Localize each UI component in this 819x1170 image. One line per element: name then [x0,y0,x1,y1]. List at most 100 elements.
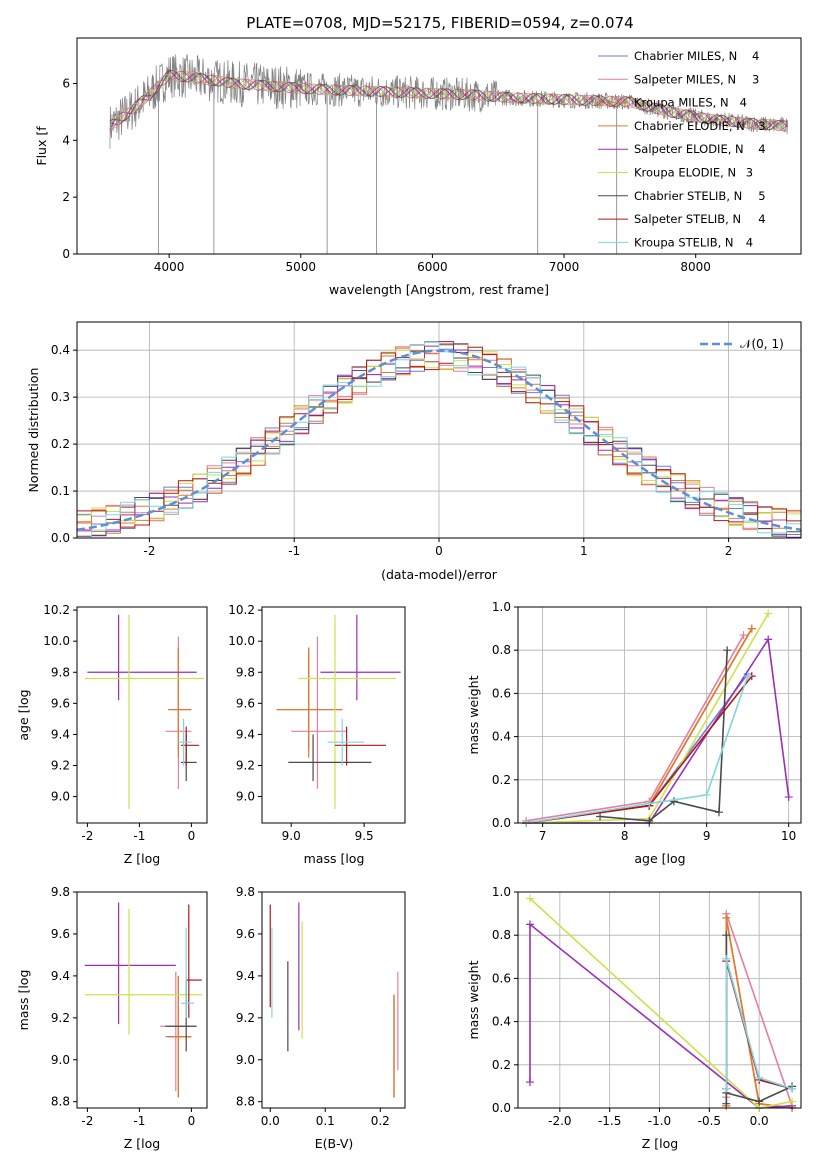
weight-vs-z-plot-xtick-label: -1.5 [598,1114,621,1128]
legend-label-salpeter-stelib: Salpeter STELIB, N [634,212,741,226]
spectrum-plot-xtick-label: 8000 [680,260,711,274]
age-vs-z-plot-frame [76,606,208,824]
weight-vs-z-plot-ytick-label: 1.0 [492,885,511,899]
age-vs-z-plot-xtick-label: -2 [81,829,93,843]
age-vs-mass-plot-ytick-label: 9.4 [236,727,255,741]
mass-vs-z-plot-ytick-label: 9.8 [51,885,70,899]
age-vs-mass-plot-ytick-label: 10.2 [228,603,255,617]
weight-point-chabrier-stelib [722,931,731,940]
mass-vs-z-plot-xtick-label: -1 [133,1114,145,1128]
model-spectrum-salpeter-miles [109,70,788,130]
gaussian-legend-label: 𝒩(0, 1) [740,337,784,351]
weight-vs-z-plot-ytick-label: 0.8 [492,928,511,942]
model-spectrum-salpeter-stelib [109,70,788,130]
age-vs-mass-plot-ytick-label: 9.0 [236,790,255,804]
weight-point-kroupa-stelib [645,799,654,808]
age-vs-z-xlabel: Z [log [124,851,160,866]
hist-step-kroupa-stelib [77,341,801,538]
weight-point-salpeter-elodie [525,920,534,929]
age-vs-z-plot-background [77,607,207,823]
weight-point-chabrier-stelib [723,646,732,655]
weight-vs-age-plot-xtick-label: 9 [703,829,711,843]
weight-point-kroupa-stelib [788,1084,797,1093]
weight-vs-age-plot-ytick-label: 0.8 [492,643,511,657]
age-vs-z-plot-ytick-label: 9.6 [51,696,70,710]
weight-vs-age-plot-xtick-label: 8 [621,829,629,843]
mass-vs-z-plot-xtick-label: 0 [188,1114,196,1128]
age-vs-mass-xlabel: mass [log [304,851,365,866]
weight-point-kroupa-stelib [702,790,711,799]
spectrum-lines [109,54,788,254]
age-vs-z-plot-ytick-label: 9.4 [51,727,70,741]
weight-point-kroupa-elodie [788,1097,797,1106]
legend-nssp-kroupa-miles: 4 [740,96,747,110]
weight-vs-age-plot-xtick-label: 7 [539,829,547,843]
age-vs-z-plot-xtick-label: 0 [188,829,196,843]
residual-steps [77,341,801,538]
legend-label-salpeter-elodie: Salpeter ELODIE, N [634,142,744,156]
legend-label-chabrier-miles: Chabrier MILES, N [634,49,737,63]
weight-point-salpeter-elodie [764,635,773,644]
weight-vs-age-plot-ytick-label: 0.6 [492,686,511,700]
age-vs-mass-plot-xtick-label: 9.0 [282,829,301,843]
mass-vs-ebv-plot-ytick-label: 9.2 [236,1011,255,1025]
age-vs-mass-plot-background [262,607,405,823]
weight-point-kroupa-stelib [743,672,752,681]
weight-point-kroupa-stelib [722,1084,731,1093]
weight-point-chabrier-stelib [596,812,605,821]
spectrum-plot-frame [76,37,802,255]
weight-vs-z-ylabel: mass weight [466,960,481,1039]
spectrum-plot-ytick-label: 6 [62,76,70,90]
mass-vs-ebv-xlabel: E(B-V) [315,1136,354,1151]
mass-vs-z-plot-ytick-label: 9.0 [51,1053,70,1067]
mass-vs-ebv-plot-background [262,892,405,1108]
residual-plot-ytick-label: 0.1 [51,484,70,498]
legend-label-salpeter-miles: Salpeter MILES, N [634,72,736,86]
mass-vs-z-plot-ytick-label: 9.4 [51,969,70,983]
mass-vs-z-plot-ytick-label: 9.6 [51,927,70,941]
weight-vs-z-plot-frame [517,891,802,1109]
mass-vs-ebv-plot-frame [261,891,406,1109]
mass-vs-ebv-plot-ytick-label: 8.8 [236,1095,255,1109]
weight-line-kroupa-stelib [526,675,749,824]
spectrum-xlabel: wavelength [Angstrom, rest frame] [329,282,549,297]
weight-vs-age-ylabel: mass weight [466,675,481,754]
age-vs-z-plot-ytick-label: 9.8 [51,665,70,679]
residual-plot-xtick-label: -1 [288,544,300,558]
age-vs-mass-plot-xtick-label: 9.5 [355,829,374,843]
age-vs-mass-plot-ytick-label: 10.0 [228,634,255,648]
residual-plot-frame [76,321,802,539]
weight-vs-age-xlabel: age [log [634,851,685,866]
figure-title: PLATE=0708, MJD=52175, FIBERID=0594, z=0… [246,14,633,32]
residual-plot-ytick-label: 0.3 [51,390,70,404]
residual-plot-xtick-label: 2 [725,544,733,558]
legend-label-kroupa-elodie: Kroupa ELODIE, N [634,166,736,180]
legend-nssp-chabrier-elodie: 3 [758,119,765,133]
weight-point-salpeter-elodie [525,1078,534,1087]
legend-label-chabrier-stelib: Chabrier STELIB, N [634,189,742,203]
age-vs-z-plot-xtick-label: -1 [133,829,145,843]
mass-vs-z-plot-ytick-label: 8.8 [51,1095,70,1109]
residual-plot-ytick-label: 0.2 [51,437,70,451]
weight-vs-z-plot-ytick-label: 0.6 [492,971,511,985]
legend-nssp-salpeter-elodie: 4 [758,142,765,156]
legend-nssp-kroupa-elodie: 3 [746,166,753,180]
spectrum-plot-xtick-label: 4000 [154,260,185,274]
weight-vs-z-plot-xtick-label: -2.0 [548,1114,571,1128]
age-vs-z-plot-ytick-label: 9.2 [51,759,70,773]
weight-vs-z-plot-ytick-label: 0.2 [492,1058,511,1072]
spectrum-plot-xtick-label: 6000 [417,260,448,274]
weight-line-kroupa-stelib [725,958,793,1090]
weight-vs-z-plot-xtick-label: -1.0 [648,1114,671,1128]
legend-label-kroupa-miles: Kroupa MILES, N [634,96,729,110]
age-vs-z-plot-ytick-label: 10.2 [43,603,70,617]
mass-vs-ebv-plot-xtick-label: 0.2 [371,1114,390,1128]
mass-vs-ebv-plot-ytick-label: 9.4 [236,969,255,983]
weight-point-chabrier-stelib [645,816,654,825]
mass-vs-z-xlabel: Z [log [124,1136,160,1151]
legend-nssp-chabrier-stelib: 5 [758,189,765,203]
age-vs-z-ylabel: age [log [16,689,31,740]
spectrum-ylabel: Flux [f [34,126,49,166]
